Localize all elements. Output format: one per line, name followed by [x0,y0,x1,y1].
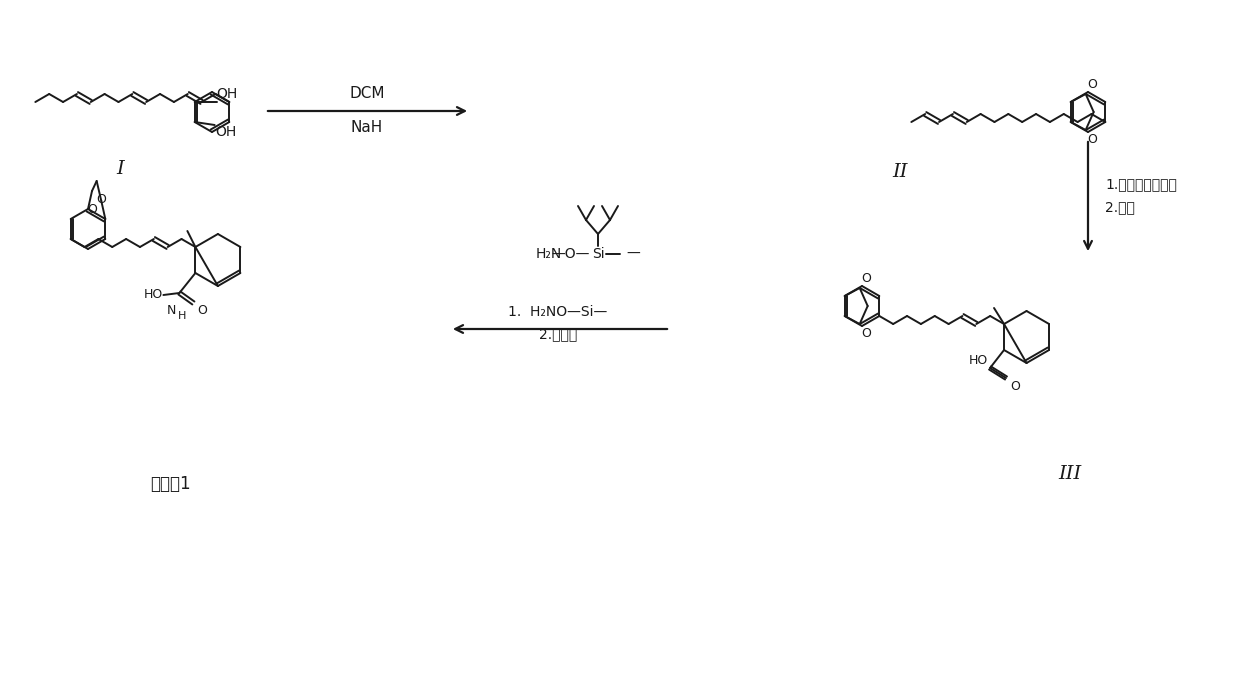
Text: —O—: —O— [552,247,590,261]
Text: II: II [893,163,908,181]
Text: OH: OH [217,87,238,101]
Text: O: O [1011,380,1021,393]
Text: HO: HO [144,287,164,300]
Text: H₂N: H₂N [536,247,562,261]
Text: O: O [197,304,207,317]
Text: I: I [117,160,124,178]
Text: DCM: DCM [350,86,384,101]
Text: NaH: NaH [351,120,383,135]
Text: HO: HO [968,354,988,367]
Text: O: O [95,193,105,206]
Text: 化合甧1: 化合甧1 [150,475,190,493]
Text: III: III [1059,465,1081,483]
Text: O: O [862,272,872,285]
Text: Si: Si [591,247,604,261]
Text: N: N [166,304,176,317]
Text: O: O [1087,133,1097,146]
Text: 1.  H₂NO—Si—: 1. H₂NO—Si— [508,305,608,319]
Text: 2.脱保护: 2.脱保护 [539,327,577,341]
Text: —: — [626,247,640,261]
Text: H: H [177,311,186,321]
Text: O: O [862,327,872,340]
Text: 2.水解: 2.水解 [1105,200,1135,214]
Text: OH: OH [216,125,237,139]
Text: 1.丙烯酸酯，加热: 1.丙烯酸酯，加热 [1105,177,1177,191]
Text: O: O [88,203,97,216]
Text: O: O [1087,78,1097,91]
